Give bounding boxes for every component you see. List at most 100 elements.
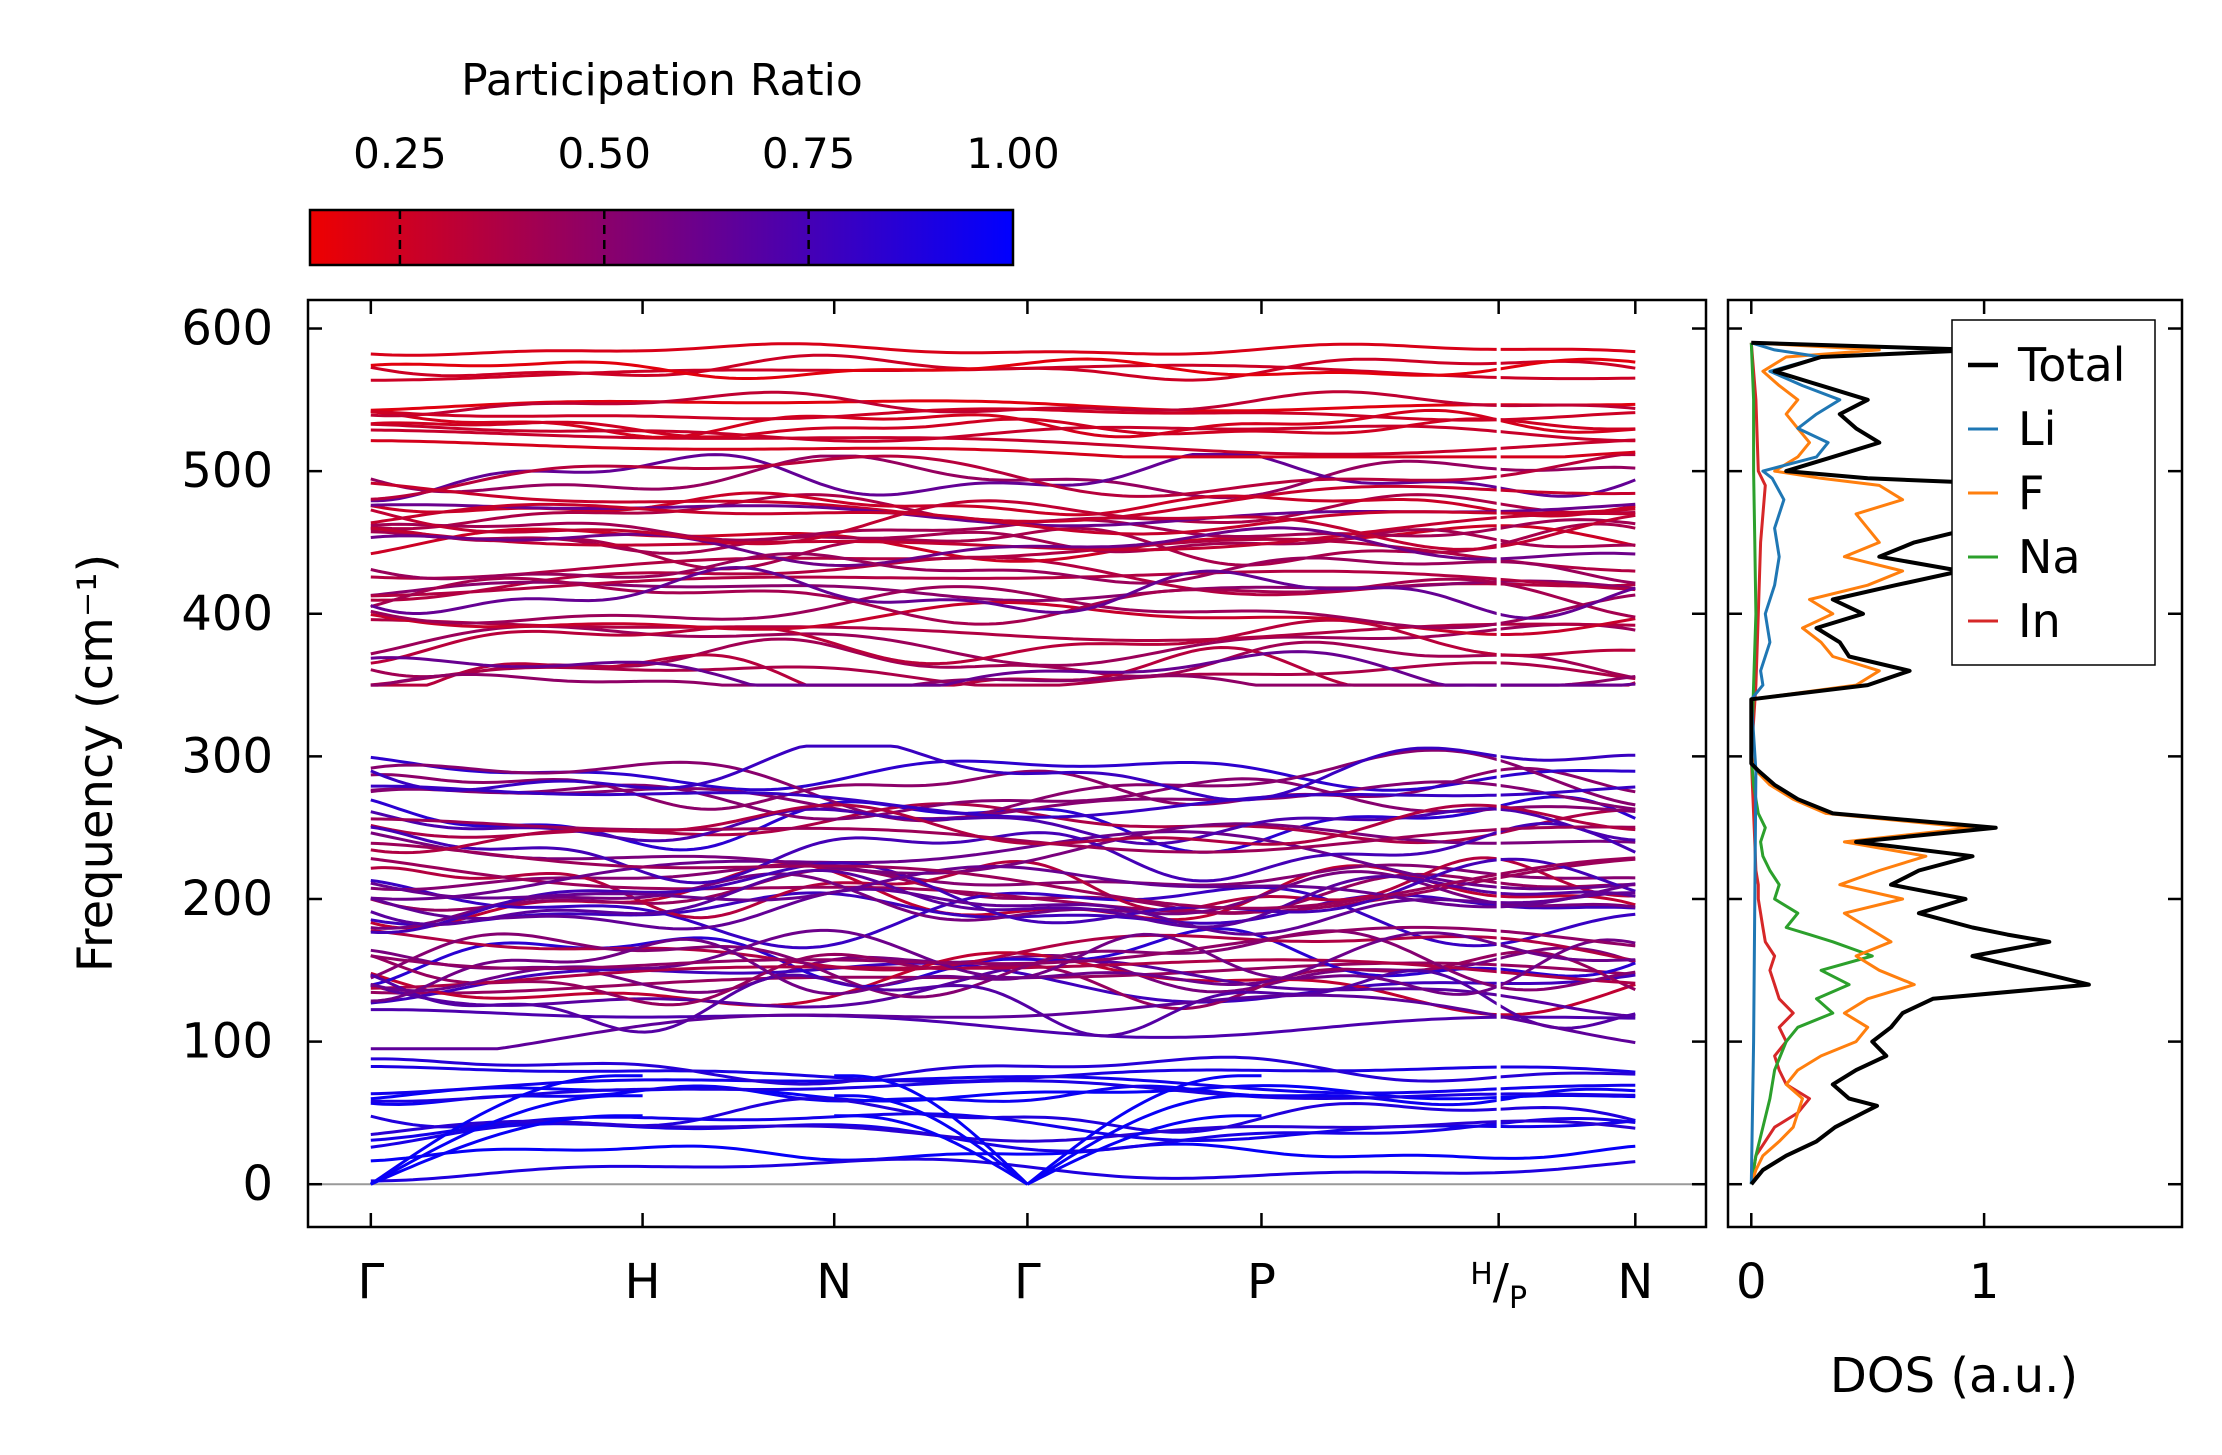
phonon-band (370, 748, 1636, 823)
phonon-band (370, 417, 1636, 439)
phonon-band (370, 932, 1636, 1003)
phonon-band (370, 526, 1636, 567)
phonon-band (370, 499, 1636, 551)
phonon-band (370, 1079, 1636, 1103)
phonon-band (370, 407, 1636, 422)
colorbar-title: Participation Ratio (461, 55, 863, 106)
phonon-band (370, 453, 1636, 501)
phonon-band (370, 925, 1636, 971)
phonon-band (370, 408, 1636, 439)
phonon-band (370, 780, 1636, 821)
phonon-band (370, 993, 1636, 1051)
acoustic-band (370, 1114, 643, 1186)
k-point-label: Γ (1014, 1254, 1041, 1310)
k-point-label: H (625, 1254, 661, 1310)
acoustic-band (1026, 1114, 1262, 1186)
phonon-band (370, 454, 1636, 500)
phonon-band (370, 522, 1636, 571)
phonon-band (370, 969, 1636, 1038)
y-tick-label: 400 (181, 586, 273, 642)
k-point-label: Γ (357, 1254, 384, 1310)
dos-panel: 0 1 DOS (a.u.) Total Li F Na In (1726, 298, 2184, 1404)
phonon-band (370, 830, 1636, 901)
phonon-band (370, 929, 1636, 999)
phonon-band (370, 528, 1636, 555)
phonon-band (370, 1065, 1636, 1083)
phonon-band (370, 650, 1636, 687)
colorbar-tick-label: 0.75 (762, 129, 856, 178)
phonon-band (370, 428, 1636, 456)
legend-label: Total (2017, 338, 2125, 392)
k-point-label: P (1247, 1254, 1276, 1310)
phonon-band (370, 841, 1636, 910)
x-axis-title-dos: DOS (a.u.) (1830, 1348, 2078, 1404)
phonon-band (370, 481, 1636, 523)
colorbar-tick-label: 1.00 (966, 129, 1060, 178)
phonon-band (370, 453, 1636, 503)
y-tick-label: 100 (181, 1014, 273, 1070)
dos-series-total (1749, 340, 2091, 1186)
phonon-band (370, 552, 1636, 585)
phonon-band (370, 518, 1636, 542)
k-point-label: N (1617, 1254, 1653, 1310)
phonon-band (370, 1084, 1636, 1107)
phonon-band (370, 399, 1636, 413)
phonon-band (370, 865, 1636, 909)
phonon-band (370, 958, 1636, 990)
phonon-band (370, 817, 1636, 854)
y-tick-label: 200 (181, 871, 273, 927)
phonon-band (370, 585, 1636, 630)
phonon-band (370, 1008, 1636, 1039)
phonon-band (370, 795, 1636, 854)
phonon-band (370, 868, 1636, 929)
phonon-band (370, 576, 1636, 626)
dos-x-tick-label: 0 (1736, 1254, 1767, 1310)
k-point-label: N (816, 1254, 852, 1310)
phonon-band (370, 1075, 1636, 1096)
dos-series-f (1749, 341, 1974, 1185)
phonon-band (370, 357, 1636, 380)
y-tick-label: 500 (181, 443, 273, 499)
phonon-band (370, 502, 1636, 536)
acoustic-band (834, 1074, 1029, 1186)
phonon-band (370, 537, 1636, 580)
acoustic-band (1026, 1094, 1262, 1186)
phonon-band (370, 618, 1636, 666)
dos-series-li (1749, 341, 1842, 1185)
y-axis-title: Frequency (cm⁻¹) (68, 554, 124, 972)
phonon-band (370, 673, 1636, 687)
phonon-band (370, 744, 1636, 802)
colorbar-tick-label: 0.50 (558, 129, 652, 178)
acoustic-band (834, 1094, 1029, 1186)
phonon-band (370, 857, 1636, 915)
band-structure-panel: 0 100 200 300 400 500 600 Γ H N Γ P H/P N Frequency … (68, 298, 1708, 1316)
acoustic-band (369, 1074, 643, 1186)
phonon-band (370, 565, 1636, 620)
k-point-label: H/P (1470, 1254, 1527, 1316)
y-tick-label: 300 (181, 728, 273, 784)
phonon-band (370, 622, 1636, 667)
dos-series-in (1749, 342, 1811, 1185)
phonon-band (370, 929, 1636, 972)
phonon-band (370, 821, 1636, 885)
band-plot-frame (306, 298, 1708, 1229)
phonon-band (370, 1112, 1636, 1142)
acoustic-band (1026, 1074, 1262, 1186)
phonon-band (370, 1055, 1636, 1086)
dos-plot-frame (1726, 298, 2184, 1229)
legend-label: Li (2018, 402, 2056, 456)
y-tick-label: 600 (181, 301, 273, 357)
y-tick-label: 0 (242, 1156, 273, 1212)
phonon-band (370, 439, 1636, 459)
acoustic-band (370, 1094, 643, 1186)
phonon-band (370, 353, 1636, 382)
phonon-band (370, 342, 1636, 357)
colorbar-tick-label: 0.25 (353, 129, 447, 178)
phonon-band (370, 870, 1636, 930)
phonon-band (370, 661, 1636, 687)
dos-x-tick-label: 1 (1969, 1254, 2000, 1310)
phonon-band (370, 1142, 1636, 1163)
colorbar-gradient (308, 208, 1015, 267)
phonon-band (370, 1119, 1636, 1143)
